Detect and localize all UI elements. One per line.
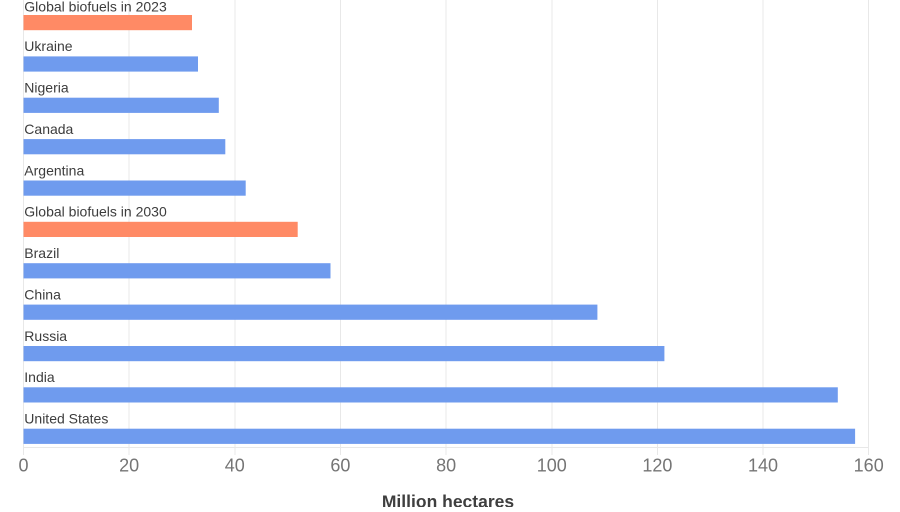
svg-text:Brazil: Brazil: [24, 245, 59, 261]
svg-text:United States: United States: [24, 411, 108, 427]
svg-text:60: 60: [330, 456, 350, 476]
svg-text:Global biofuels in 2023: Global biofuels in 2023: [24, 0, 167, 14]
svg-text:Million hectares: Million hectares: [382, 492, 515, 508]
svg-text:40: 40: [225, 456, 245, 476]
svg-text:100: 100: [537, 456, 567, 476]
svg-text:160: 160: [854, 456, 884, 476]
svg-text:80: 80: [436, 456, 456, 476]
svg-text:Argentina: Argentina: [24, 162, 84, 178]
svg-text:Nigeria: Nigeria: [24, 80, 69, 96]
svg-text:Russia: Russia: [24, 328, 67, 344]
svg-text:120: 120: [642, 456, 672, 476]
svg-text:India: India: [24, 369, 55, 385]
svg-text:0: 0: [18, 456, 28, 476]
svg-text:Ukraine: Ukraine: [24, 38, 72, 54]
svg-text:20: 20: [119, 456, 139, 476]
svg-text:Global biofuels in 2030: Global biofuels in 2030: [24, 204, 167, 220]
svg-text:China: China: [24, 286, 61, 302]
svg-text:140: 140: [748, 456, 778, 476]
svg-text:Canada: Canada: [24, 121, 73, 137]
